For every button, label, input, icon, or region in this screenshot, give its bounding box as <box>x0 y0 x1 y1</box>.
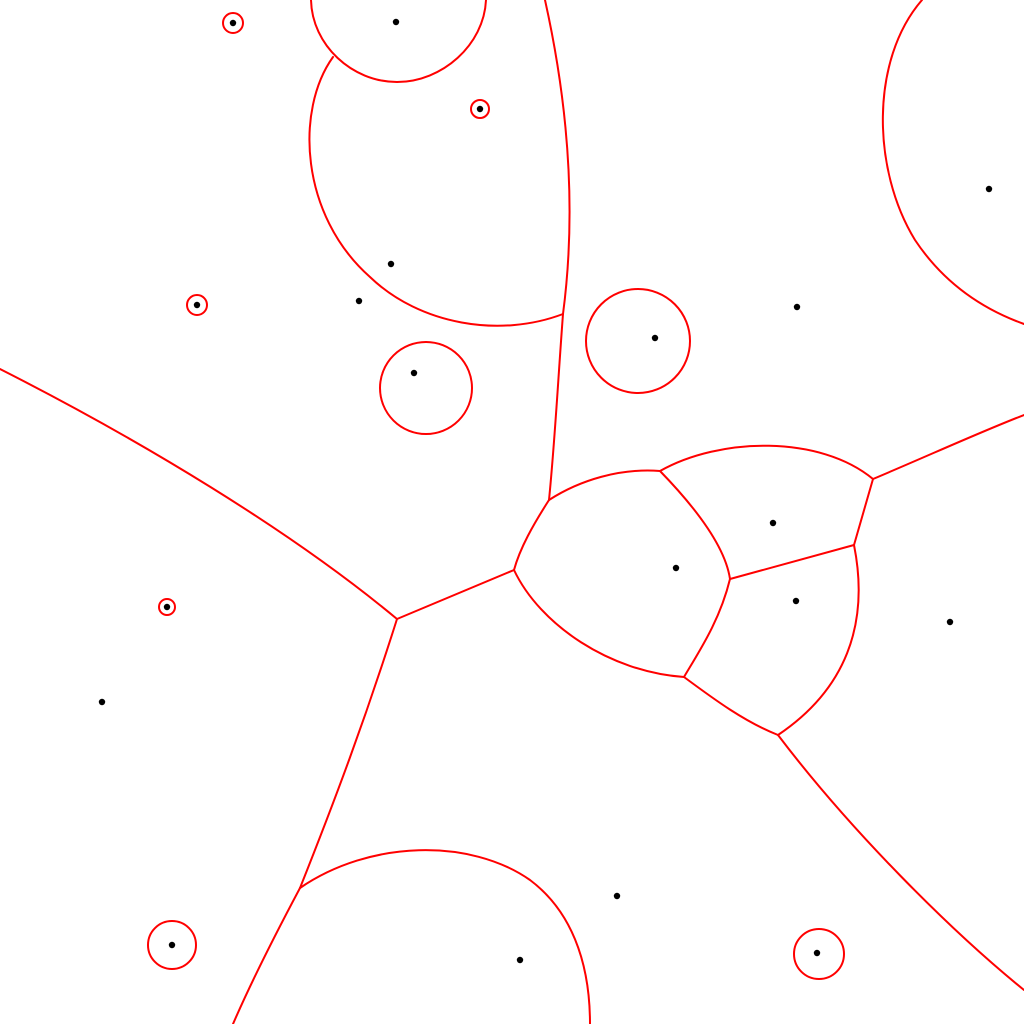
edge-upper-lobe-left <box>308 56 564 327</box>
site-point <box>516 956 524 964</box>
edge-upper-lobe-right <box>544 0 571 315</box>
edge-bottom-bubble <box>299 849 591 1024</box>
site-point <box>651 334 659 342</box>
edge-top-bubble <box>310 0 487 83</box>
site-point <box>476 105 484 113</box>
site-point <box>392 18 400 26</box>
edge-circle-mid-left <box>379 341 473 435</box>
edge-circle-small-2 <box>470 99 490 119</box>
site-point <box>769 519 777 527</box>
edge-lower-right-cell <box>777 544 860 736</box>
edge-top-right-arc <box>881 0 1024 325</box>
site-point <box>613 892 621 900</box>
edge-right-cell-top <box>659 444 874 480</box>
edge-left-diagonal <box>0 368 398 620</box>
voronoi-sites <box>98 18 993 964</box>
edge-center-cell-right <box>659 470 731 678</box>
edge-circle-upper-mid <box>585 288 691 394</box>
edge-center-cell-bottom <box>513 569 685 678</box>
site-point <box>985 185 993 193</box>
edge-lower-right-cell-bottom <box>683 676 779 736</box>
edge-circle-bottom-right <box>793 928 845 980</box>
edge-bottom-left-diagonal <box>232 887 301 1024</box>
edge-right-cell-side <box>853 478 874 546</box>
edge-circle-small-4 <box>158 598 176 616</box>
site-point <box>193 301 201 309</box>
edge-center-cell-top <box>548 469 661 501</box>
edge-bottom-right-diagonal <box>777 734 1024 991</box>
site-point <box>410 369 418 377</box>
site-point <box>168 941 176 949</box>
site-point <box>355 297 363 305</box>
site-point <box>163 603 171 611</box>
site-point <box>229 19 237 27</box>
edge-circle-bottom-left <box>147 920 197 970</box>
site-point <box>672 564 680 572</box>
site-point <box>813 949 821 957</box>
site-point <box>946 618 954 626</box>
site-point <box>98 698 106 706</box>
edge-circle-small-3 <box>186 294 208 316</box>
edge-junction-down <box>299 618 398 889</box>
edge-center-vertical <box>548 313 564 501</box>
edge-center-cell-left <box>513 499 550 571</box>
edge-circle-small-1 <box>222 12 244 34</box>
site-point <box>793 303 801 311</box>
edge-right-long <box>872 414 1024 480</box>
site-point <box>387 260 395 268</box>
edge-junction-right <box>396 569 515 620</box>
site-point <box>792 597 800 605</box>
edge-right-cell-divider <box>729 544 855 580</box>
